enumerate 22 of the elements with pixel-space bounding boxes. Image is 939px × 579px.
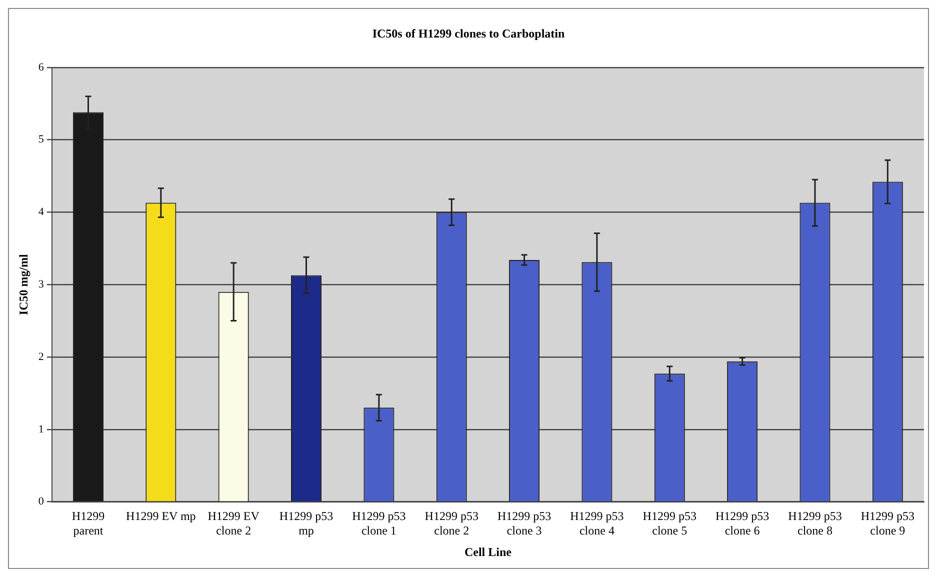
chart-title: IC50s of H1299 clones to Carboplatin xyxy=(372,26,565,40)
x-tick-label: H1299 p53 mp xyxy=(279,509,334,538)
y-tick-label: 0 xyxy=(38,496,44,508)
y-tick-label: 2 xyxy=(38,350,44,363)
y-tick-label: 6 xyxy=(38,61,44,74)
x-tick-label: H1299 p53 clone 5 xyxy=(642,509,696,538)
x-tick-label: H1299 EV mp xyxy=(126,509,196,524)
x-tick-label: H1299 p53 clone 6 xyxy=(715,509,770,538)
x-tick-label: H1299 p53 clone 4 xyxy=(570,509,624,538)
x-axis-title: Cell Line xyxy=(464,544,512,559)
y-tick-label: 3 xyxy=(38,278,44,290)
x-tick-label: H1299 p53 clone 8 xyxy=(788,509,842,538)
y-axis-title: IC50 mg/ml xyxy=(16,253,30,316)
x-tick-label: H1299 p53 clone 1 xyxy=(352,509,406,538)
x-tick-label: H1299 p53 clone 2 xyxy=(424,509,478,538)
y-tick-label: 1 xyxy=(38,423,44,436)
x-tick-label: H1299 p53 clone 9 xyxy=(860,509,914,538)
y-tick-label: 5 xyxy=(38,134,44,146)
x-tick-label: H1299 EV clone 2 xyxy=(208,509,260,538)
x-tick-label: H1299 parent xyxy=(72,509,105,538)
x-tick-label: H1299 p53 clone 3 xyxy=(497,509,552,538)
y-tick-label: 4 xyxy=(38,206,44,218)
